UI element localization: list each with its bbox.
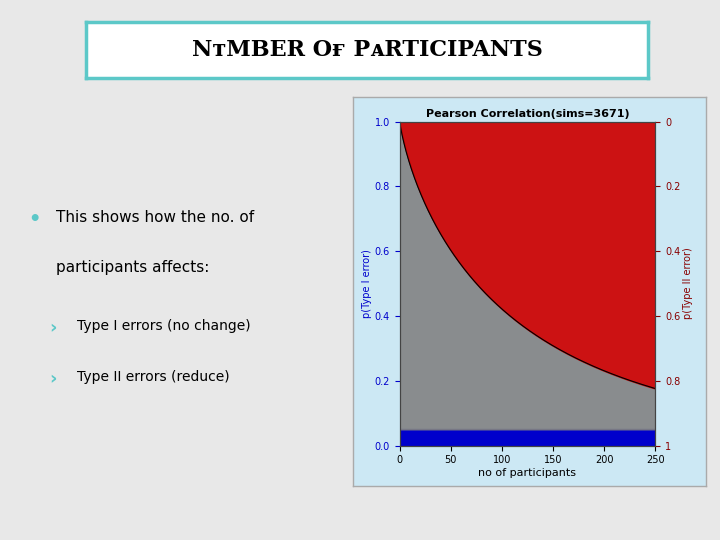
Text: •: • bbox=[28, 210, 40, 229]
Title: Pearson Correlation(sims=3671): Pearson Correlation(sims=3671) bbox=[426, 109, 629, 119]
Text: ›: › bbox=[49, 370, 56, 388]
Y-axis label: p(Type II error): p(Type II error) bbox=[683, 248, 693, 319]
Text: NᴛMBER Oғ PᴀRTICIPANTS: NᴛMBER Oғ PᴀRTICIPANTS bbox=[192, 39, 543, 61]
Text: Type I errors (no change): Type I errors (no change) bbox=[76, 319, 251, 333]
Text: This shows how the no. of: This shows how the no. of bbox=[56, 210, 254, 225]
Text: Type II errors (reduce): Type II errors (reduce) bbox=[76, 370, 229, 384]
Text: participants affects:: participants affects: bbox=[56, 260, 210, 275]
X-axis label: no of participants: no of participants bbox=[478, 468, 577, 478]
Text: ›: › bbox=[49, 319, 56, 338]
Y-axis label: p(Type I error): p(Type I error) bbox=[361, 249, 372, 318]
